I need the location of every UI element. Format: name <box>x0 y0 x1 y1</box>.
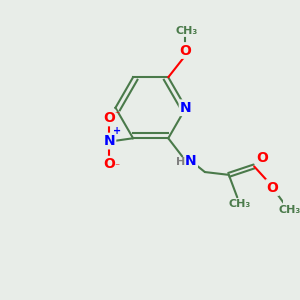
Text: CH₃: CH₃ <box>229 200 251 209</box>
Text: ⁻: ⁻ <box>114 162 120 172</box>
Text: O: O <box>266 181 278 194</box>
Text: +: + <box>113 126 121 136</box>
Text: ⁻: ⁻ <box>114 110 120 120</box>
Text: N: N <box>180 101 192 115</box>
Text: O: O <box>179 44 191 58</box>
Text: O: O <box>103 157 115 171</box>
Text: N: N <box>185 154 196 168</box>
Text: O: O <box>103 111 115 125</box>
Text: CH₃: CH₃ <box>176 26 198 36</box>
Text: CH₃: CH₃ <box>278 205 300 215</box>
Text: H: H <box>176 157 186 167</box>
Text: N: N <box>103 134 115 148</box>
Text: O: O <box>257 151 268 165</box>
